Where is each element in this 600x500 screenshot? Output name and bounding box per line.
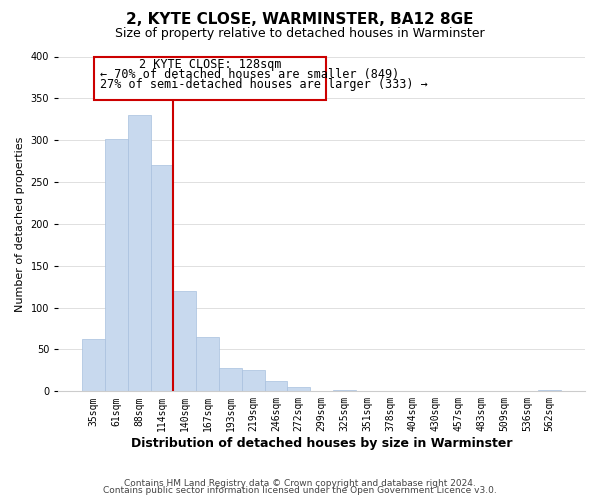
Text: Contains HM Land Registry data © Crown copyright and database right 2024.: Contains HM Land Registry data © Crown c…: [124, 478, 476, 488]
FancyBboxPatch shape: [94, 56, 326, 100]
Text: Size of property relative to detached houses in Warminster: Size of property relative to detached ho…: [115, 28, 485, 40]
Bar: [219, 368, 242, 392]
Bar: [538, 390, 561, 392]
Bar: [333, 390, 356, 392]
Text: 2 KYTE CLOSE: 128sqm: 2 KYTE CLOSE: 128sqm: [139, 58, 281, 71]
Bar: [151, 166, 173, 392]
Bar: [128, 115, 151, 392]
Y-axis label: Number of detached properties: Number of detached properties: [15, 136, 25, 312]
Bar: [265, 382, 287, 392]
Text: 27% of semi-detached houses are larger (333) →: 27% of semi-detached houses are larger (…: [100, 78, 428, 92]
Text: ← 70% of detached houses are smaller (849): ← 70% of detached houses are smaller (84…: [100, 68, 400, 81]
Bar: [105, 138, 128, 392]
Bar: [242, 370, 265, 392]
Text: Contains public sector information licensed under the Open Government Licence v3: Contains public sector information licen…: [103, 486, 497, 495]
Bar: [196, 337, 219, 392]
X-axis label: Distribution of detached houses by size in Warminster: Distribution of detached houses by size …: [131, 437, 512, 450]
Bar: [173, 291, 196, 392]
Bar: [287, 387, 310, 392]
Bar: [82, 338, 105, 392]
Text: 2, KYTE CLOSE, WARMINSTER, BA12 8GE: 2, KYTE CLOSE, WARMINSTER, BA12 8GE: [126, 12, 474, 28]
